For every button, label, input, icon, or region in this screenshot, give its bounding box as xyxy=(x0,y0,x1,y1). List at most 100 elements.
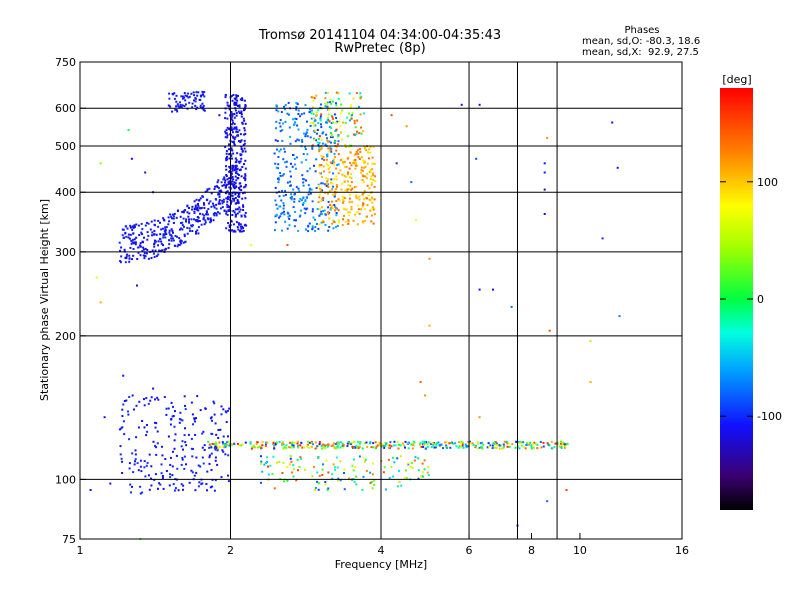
data-point xyxy=(331,473,334,476)
data-point xyxy=(281,190,283,192)
data-point xyxy=(305,196,308,199)
x-tick-label: 4 xyxy=(378,544,385,557)
data-point xyxy=(343,488,346,491)
data-point xyxy=(137,224,140,227)
data-point xyxy=(362,475,365,478)
data-point xyxy=(244,173,247,176)
data-point xyxy=(296,138,299,141)
data-point xyxy=(320,147,323,150)
data-point xyxy=(282,202,285,205)
data-point xyxy=(289,441,292,444)
data-point xyxy=(422,471,425,474)
data-point xyxy=(228,148,230,151)
data-point xyxy=(139,459,142,462)
data-point xyxy=(329,98,332,101)
data-point xyxy=(507,442,510,445)
data-point xyxy=(293,225,296,228)
data-point xyxy=(171,213,174,216)
data-point xyxy=(442,447,444,450)
data-point xyxy=(387,443,390,446)
data-point xyxy=(279,174,282,177)
data-point xyxy=(222,178,225,181)
data-point xyxy=(274,221,277,224)
data-point xyxy=(190,437,193,440)
data-point xyxy=(178,101,181,104)
data-point xyxy=(331,204,334,207)
data-point xyxy=(407,447,410,450)
data-point xyxy=(243,147,246,150)
data-point xyxy=(350,177,353,180)
data-point xyxy=(236,134,239,137)
data-point xyxy=(445,441,448,444)
data-point xyxy=(320,154,323,157)
data-point xyxy=(331,193,334,196)
data-point xyxy=(230,111,233,113)
x-tick-label: 16 xyxy=(675,544,689,557)
data-point xyxy=(274,229,276,232)
data-point xyxy=(286,211,289,214)
data-point xyxy=(325,459,328,462)
data-point xyxy=(153,245,156,248)
data-point xyxy=(240,444,242,447)
data-point xyxy=(280,199,283,202)
data-point xyxy=(404,440,407,443)
data-point xyxy=(231,444,233,447)
data-point xyxy=(178,421,181,424)
data-point xyxy=(320,123,322,126)
data-point xyxy=(226,203,229,206)
data-point xyxy=(476,447,479,450)
data-point xyxy=(231,135,234,138)
data-point xyxy=(372,174,375,177)
data-point xyxy=(264,445,267,447)
data-point xyxy=(325,444,328,447)
data-point xyxy=(339,479,342,482)
data-point xyxy=(311,147,314,150)
data-point xyxy=(331,222,334,225)
data-point xyxy=(367,157,370,160)
data-point xyxy=(468,440,471,443)
data-point xyxy=(359,95,362,98)
data-point xyxy=(299,456,302,459)
data-point xyxy=(133,463,136,466)
data-point xyxy=(348,477,351,480)
data-point xyxy=(344,165,347,168)
data-point xyxy=(427,474,430,477)
data-point xyxy=(171,465,174,468)
data-point xyxy=(506,445,509,448)
data-point xyxy=(372,446,375,449)
data-point xyxy=(495,447,498,449)
data-point xyxy=(277,163,280,166)
data-point xyxy=(264,462,267,464)
data-point xyxy=(226,444,229,447)
data-point xyxy=(169,473,172,476)
data-point xyxy=(317,201,320,204)
data-point xyxy=(314,129,317,132)
data-point xyxy=(168,229,171,232)
data-point xyxy=(381,443,384,446)
data-point xyxy=(129,483,132,486)
data-point xyxy=(200,95,203,98)
data-point xyxy=(369,178,372,180)
data-point xyxy=(241,443,244,446)
data-point xyxy=(163,230,166,233)
data-point xyxy=(348,146,351,149)
data-point xyxy=(201,195,204,198)
data-point xyxy=(373,198,376,201)
data-point xyxy=(219,428,222,431)
data-point xyxy=(358,446,361,449)
data-point xyxy=(240,139,243,142)
data-point xyxy=(478,288,481,291)
data-point xyxy=(563,443,566,446)
data-point xyxy=(168,239,170,242)
data-point xyxy=(130,157,133,160)
data-point xyxy=(326,139,329,142)
data-point xyxy=(427,441,430,444)
data-point xyxy=(422,440,425,443)
data-point xyxy=(384,441,387,444)
data-point xyxy=(205,199,208,202)
data-point xyxy=(335,175,338,178)
data-point xyxy=(340,441,343,444)
data-point xyxy=(465,444,468,447)
data-point xyxy=(153,233,156,236)
data-point xyxy=(352,161,355,164)
